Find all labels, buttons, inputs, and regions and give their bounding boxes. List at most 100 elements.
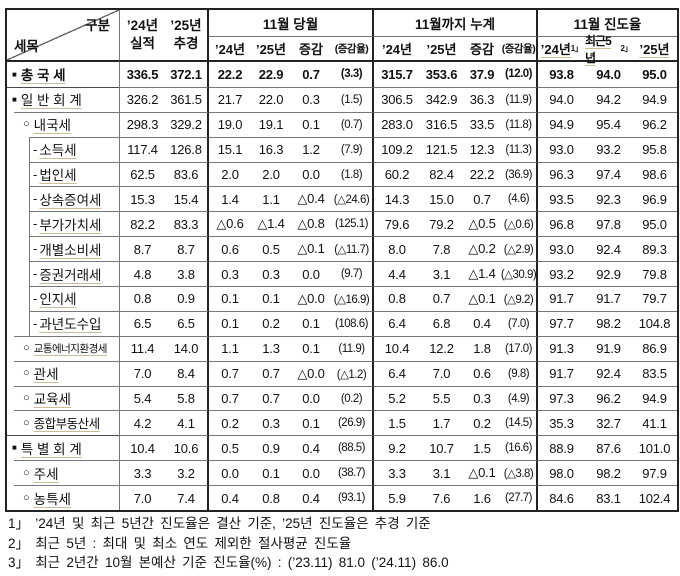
table-cell: 19.0 (209, 111, 251, 137)
table-cell: △0.1 (463, 460, 501, 485)
table-cell: 0.1 (251, 460, 291, 485)
row-label: ○ 농특세 (7, 485, 120, 511)
table-cell: 1.4 (209, 186, 251, 211)
table-cell: △0.2 (463, 236, 501, 261)
table-cell: 15.1 (209, 136, 251, 162)
table-cell: 0.7 (209, 360, 251, 386)
table-cell: 0.0 (291, 460, 331, 485)
table-cell: (27.7) (501, 485, 538, 511)
table-cell: (12.0) (501, 62, 538, 87)
table-cell: 86.9 (632, 335, 677, 361)
table-cell: (11.9) (501, 86, 538, 112)
table-cell: 95.0 (642, 66, 667, 82)
table-cell: △0.4 (291, 186, 331, 211)
table-cell: 22.0 (251, 86, 291, 112)
table-cell: △1.4 (463, 261, 501, 286)
table-cell: 0.3 (209, 261, 251, 286)
table-cell: 96.3 (538, 161, 585, 187)
corner-header-cell: 구분 세목 (7, 10, 120, 62)
row-label: ○ 교통에너지환경세 (7, 335, 120, 361)
table-cell: 0.4 (463, 310, 501, 336)
table-cell: (1.5) (331, 86, 374, 112)
table-cell: 0.7 (302, 66, 320, 82)
table-cell: (△30.9) (501, 261, 538, 287)
table-cell: 5.2 (374, 385, 420, 411)
table-cell: 7.6 (420, 485, 463, 510)
row-label: - 과년도수입 (7, 310, 120, 336)
table-cell: 4.8 (120, 261, 165, 286)
table-cell: 97.3 (538, 385, 585, 411)
table-cell: 8.7 (165, 236, 209, 262)
table-cell: 117.4 (120, 136, 165, 162)
table-cell: 0.4 (291, 485, 331, 510)
header-group-progress-rate: 11월 진도율 (538, 10, 677, 37)
row-label: ○ 종합부동산세 (7, 410, 120, 436)
table-cell: 3.2 (165, 460, 209, 486)
table-cell: 93.0 (538, 136, 585, 162)
table-cell: (△11.7) (331, 236, 374, 262)
subheader-month-24: ’24년 (209, 37, 251, 62)
table-cell: 83.1 (585, 485, 632, 510)
table-cell: 6.4 (374, 310, 420, 336)
table-cell: 7.0 (120, 360, 165, 386)
table-cell: △0.1 (291, 236, 331, 261)
row-label: - 인지세 (7, 286, 120, 311)
footnote-2: 2」 최근 5년 : 최대 및 최소 연도 제외한 절사평균 진도율 (8, 535, 352, 551)
row-bullet-icon: - (33, 216, 38, 232)
row-label: - 법인세 (7, 161, 120, 187)
table-cell: 97.7 (538, 310, 585, 336)
table-cell: (7.9) (331, 136, 374, 162)
table-cell: (△3.8) (501, 460, 538, 486)
header-group-november-month: 11월 당월 (209, 10, 374, 37)
table-cell: 16.3 (251, 136, 291, 162)
table-cell: 1.7 (420, 410, 463, 435)
table-cell: 3.1 (420, 261, 463, 286)
table-cell: (△1.2) (331, 360, 374, 386)
table-cell: 94.0 (538, 86, 585, 112)
table-cell: 102.4 (632, 485, 677, 510)
table-cell: 96.8 (538, 211, 585, 236)
table-cell: 8.0 (374, 236, 420, 261)
table-cell: 88.9 (538, 435, 585, 460)
subheader-cum-change: 증감 (463, 37, 501, 62)
table-cell: 7.4 (165, 485, 209, 511)
table-cell: 0.7 (463, 186, 501, 211)
table-cell: 0.7 (251, 360, 291, 386)
table-cell: 3.3 (120, 460, 165, 485)
row-bullet-icon: ○ (23, 416, 30, 429)
table-cell: 1.6 (463, 485, 501, 510)
row-bullet-icon: ○ (23, 118, 30, 131)
table-cell: 0.3 (463, 385, 501, 411)
table-cell: △0.5 (463, 211, 501, 236)
table-cell: 0.4 (209, 485, 251, 510)
table-cell: 91.7 (585, 286, 632, 311)
row-bullet-icon: ■ (12, 94, 17, 104)
table-cell: 316.5 (420, 111, 463, 137)
table-cell: (4.6) (501, 186, 538, 212)
subheader-cum-25: ’25년 (420, 37, 463, 62)
table-cell: 83.3 (165, 211, 209, 237)
table-cell: 0.7 (420, 286, 463, 311)
table-cell: 22.2 (463, 161, 501, 187)
table-cell: 94.2 (585, 86, 632, 112)
table-cell: 89.3 (632, 236, 677, 261)
table-cell: 10.6 (165, 435, 209, 461)
table-cell: 95.4 (585, 111, 632, 137)
table-cell: 96.2 (585, 385, 632, 411)
table-cell: 97.9 (632, 460, 677, 485)
footnote-3: 3」 최근 2년간 10월 본예산 기준 진도율(%) : (’23.11) 8… (8, 555, 449, 570)
table-cell: 92.4 (585, 360, 632, 386)
subheader-month-change-rate: (증감율) (331, 37, 374, 62)
table-cell: (△2.9) (501, 236, 538, 262)
table-cell: 0.0 (291, 261, 331, 286)
corner-label-semok: 세목 (14, 39, 39, 54)
table-cell: 22.9 (258, 66, 284, 82)
table-cell: 91.7 (538, 360, 585, 386)
row-bullet-icon: ○ (23, 466, 30, 479)
tax-table: 구분 세목 ’24년 실적 ’25년 추경 11월 당월 11월까지 누계 11… (5, 8, 679, 513)
table-cell: 93.0 (538, 236, 585, 261)
table-cell: 94.0 (596, 66, 621, 82)
table-cell: 0.1 (291, 310, 331, 336)
table-cell: (0.2) (331, 385, 374, 411)
table-cell: (36.9) (501, 161, 538, 187)
